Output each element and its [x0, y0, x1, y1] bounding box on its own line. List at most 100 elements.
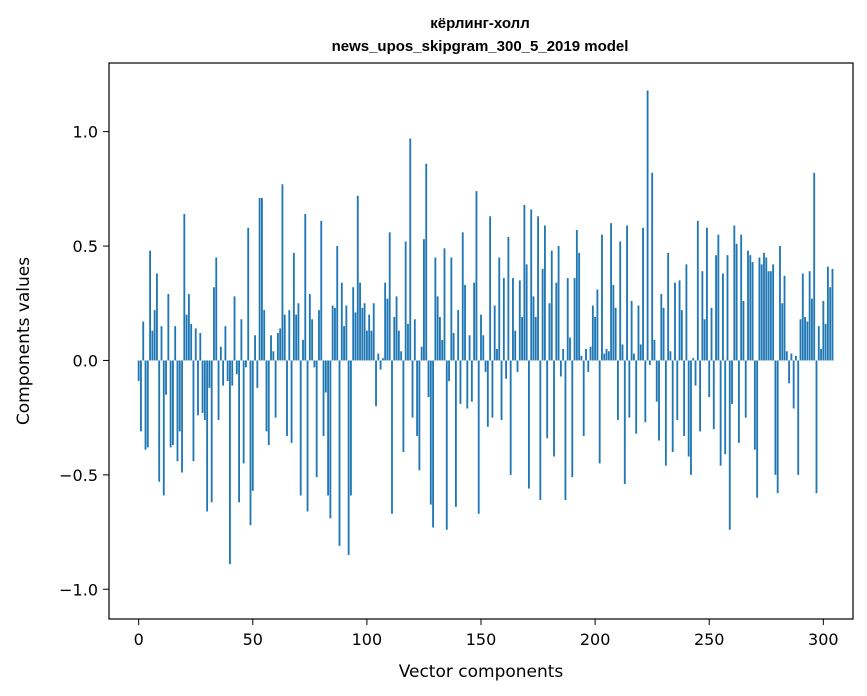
bar-73: [304, 214, 307, 361]
bar-231: [664, 360, 667, 466]
bar-244: [694, 360, 697, 386]
bar-215: [628, 360, 631, 418]
bar-31: [208, 360, 211, 388]
bar-21: [185, 314, 188, 361]
bar-271: [756, 360, 759, 498]
bar-169: [523, 204, 526, 361]
x-axis-ticks: 0 50 100 150 200 250 300: [134, 619, 839, 649]
bar-4: [146, 360, 149, 448]
bar-28: [201, 360, 204, 414]
bar-11: [162, 360, 165, 496]
bar-117: [404, 241, 407, 361]
bar-61: [276, 332, 279, 361]
bar-289: [797, 360, 800, 475]
bar-267: [747, 250, 749, 361]
bar-60: [274, 360, 277, 418]
bar-99: [363, 303, 366, 361]
bar-277: [769, 271, 772, 361]
x-tick-label: 250: [694, 630, 725, 649]
bar-141: [459, 360, 462, 404]
bar-94: [352, 287, 355, 361]
bar-30: [206, 360, 209, 512]
bar-250: [708, 360, 711, 398]
bar-287: [792, 360, 795, 409]
bar-114: [397, 330, 400, 361]
bar-16: [174, 326, 177, 361]
bar-221: [642, 227, 644, 361]
bar-148: [475, 191, 478, 361]
bar-143: [464, 284, 466, 361]
bar-252: [712, 360, 715, 430]
bar-59: [272, 351, 275, 361]
bar-255: [719, 360, 722, 466]
bar-9: [158, 360, 161, 482]
bar-56: [265, 360, 268, 432]
bar-302: [826, 266, 829, 361]
bar-299: [820, 349, 822, 361]
bar-183: [555, 282, 558, 361]
bar-64: [283, 314, 286, 361]
bar-229: [660, 294, 663, 361]
bar-54: [261, 198, 263, 361]
bar-175: [537, 216, 539, 361]
bar-239: [683, 360, 686, 436]
bar-163: [509, 360, 512, 475]
bar-304: [831, 268, 834, 361]
bar-77: [313, 360, 316, 368]
bar-109: [386, 298, 389, 361]
bar-53: [258, 198, 261, 361]
bar-133: [441, 339, 444, 361]
bar-204: [603, 353, 606, 361]
bar-55: [263, 310, 266, 361]
bar-265: [742, 300, 745, 361]
bar-35: [217, 360, 220, 420]
x-tick-label: 100: [352, 630, 383, 649]
bar-176: [539, 360, 542, 501]
bar-85: [331, 305, 334, 361]
bar-142: [461, 232, 464, 361]
bar-50: [251, 360, 254, 491]
bar-290: [799, 319, 802, 361]
bar-97: [359, 282, 361, 361]
bar-130: [434, 257, 437, 361]
bar-254: [717, 234, 720, 361]
bar-181: [550, 250, 553, 361]
bar-268: [749, 255, 752, 361]
bar-104: [375, 360, 377, 407]
bar-131: [436, 296, 439, 361]
bar-8: [156, 273, 158, 361]
bar-273: [760, 264, 763, 361]
bar-95: [354, 312, 357, 361]
bar-234: [671, 360, 674, 452]
bar-270: [753, 360, 756, 450]
bar-71: [299, 360, 302, 496]
bar-216: [630, 300, 633, 361]
y-tick-label: −1.0: [59, 580, 98, 599]
bar-201: [596, 289, 599, 361]
bar-196: [585, 349, 587, 361]
bar-205: [605, 349, 608, 361]
bar-49: [249, 360, 252, 526]
bar-189: [569, 337, 571, 361]
bar-295: [811, 298, 813, 361]
bar-7: [153, 310, 156, 361]
bar-249: [706, 227, 708, 361]
bar-24: [192, 360, 195, 462]
bar-171: [528, 360, 530, 489]
bar-89: [340, 282, 343, 361]
bar-100: [365, 330, 368, 361]
bar-23: [190, 323, 193, 361]
bar-300: [822, 300, 825, 361]
bar-278: [772, 264, 775, 361]
bar-296: [813, 172, 816, 361]
bar-251: [710, 307, 713, 361]
bar-166: [516, 360, 519, 372]
bar-228: [658, 360, 660, 441]
bar-83: [327, 360, 330, 496]
bar-161: [505, 360, 508, 379]
bar-281: [779, 246, 781, 361]
bar-191: [573, 278, 576, 361]
bar-79: [318, 310, 320, 361]
bar-48: [247, 227, 250, 361]
y-tick-label: 0.5: [73, 237, 98, 256]
